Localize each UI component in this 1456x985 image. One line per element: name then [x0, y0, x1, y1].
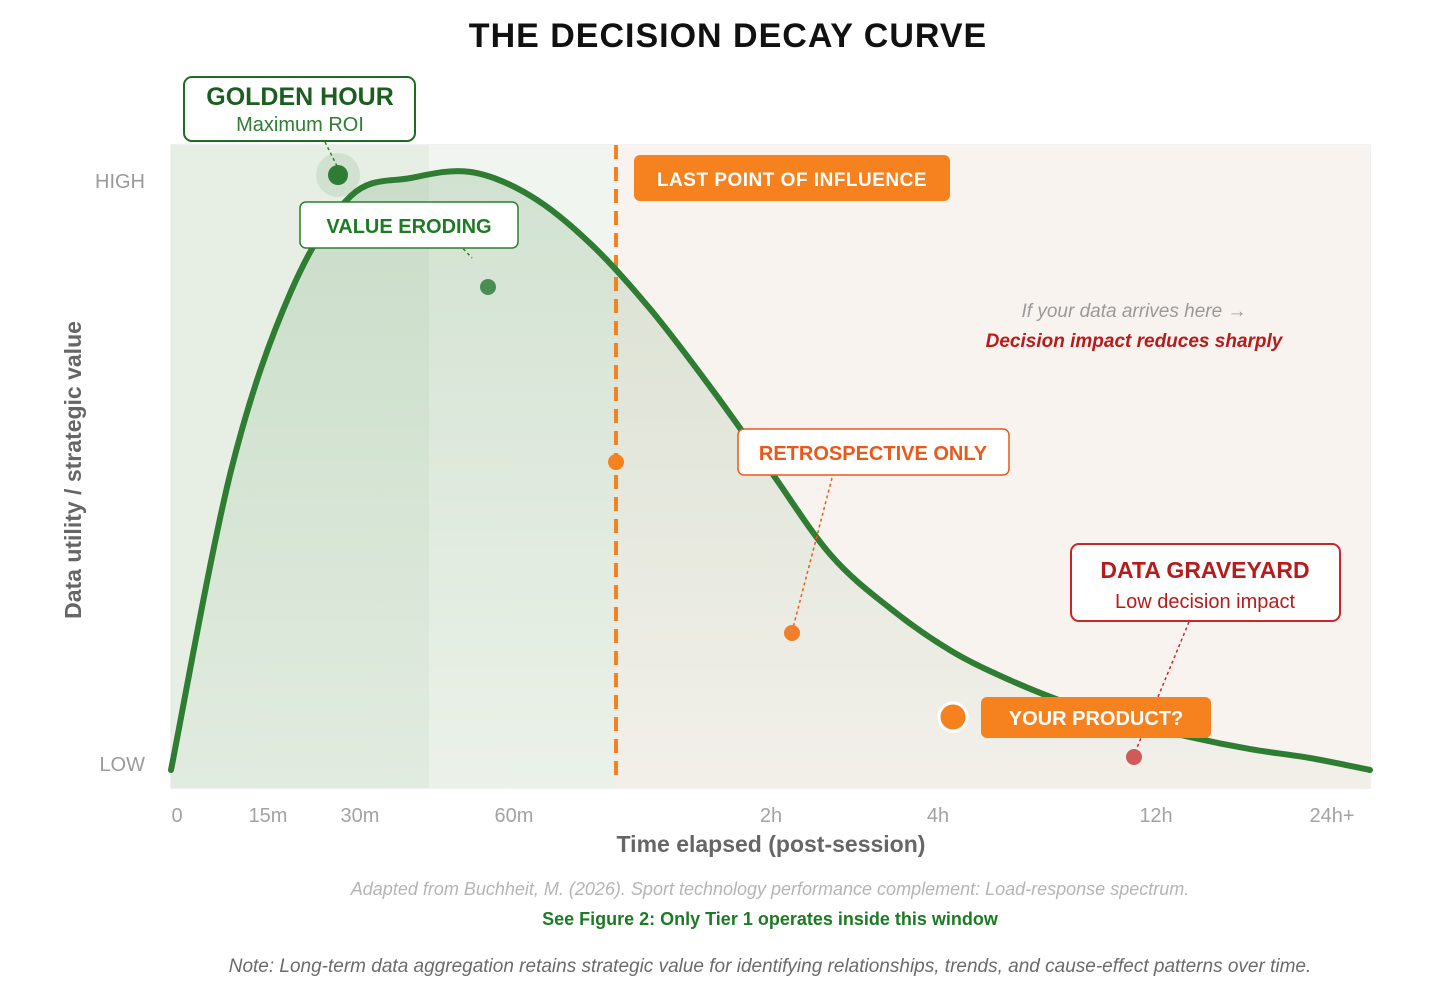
retrospective-box: [737, 428, 1010, 476]
graveyard-annotation: DATA GRAVEYARD Low decision impact: [1070, 543, 1341, 765]
value-eroding-box: [299, 201, 519, 249]
graveyard-point: [1126, 749, 1142, 765]
graveyard-box: [1070, 543, 1341, 622]
x-tick-0: 0: [171, 805, 182, 827]
graveyard-subtitle: Low decision impact: [1115, 591, 1296, 613]
x-axis-ticks: 0 15m 30m 60m 2h 4h 12h 24h+: [171, 805, 1354, 827]
last-point-label: LAST POINT OF INFLUENCE: [657, 170, 927, 191]
retrospective-label: RETROSPECTIVE ONLY: [759, 443, 988, 465]
last-point-annotation: LAST POINT OF INFLUENCE: [608, 155, 950, 470]
last-point-box: [634, 155, 950, 201]
value-eroding-label: VALUE ERODING: [326, 216, 491, 238]
x-tick-15m: 15m: [249, 805, 288, 827]
late-note-line1: If your data arrives here →: [1022, 301, 1247, 322]
x-tick-4h: 4h: [927, 805, 949, 827]
value-eroding-leader: [454, 239, 473, 259]
golden-hour-box: [183, 76, 416, 142]
caption-figure-ref: See Figure 2: Only Tier 1 operates insid…: [542, 909, 999, 929]
x-tick-24h: 24h+: [1309, 805, 1354, 827]
your-product-label: YOUR PRODUCT?: [1009, 708, 1183, 730]
your-product-box: [981, 697, 1211, 738]
x-axis-label: Time elapsed (post-session): [617, 831, 926, 857]
x-tick-30m: 30m: [341, 805, 380, 827]
golden-hour-title: GOLDEN HOUR: [206, 83, 394, 111]
your-product-point: [937, 701, 969, 733]
your-product-annotation: YOUR PRODUCT?: [937, 697, 1211, 738]
chart-title: THE DECISION DECAY CURVE: [469, 17, 987, 55]
caption-note: Note: Long-term data aggregation retains…: [229, 956, 1312, 977]
x-tick-60m: 60m: [495, 805, 534, 827]
golden-hour-subtitle: Maximum ROI: [236, 114, 364, 136]
retrospective-point: [784, 625, 800, 641]
retrospective-leader: [792, 477, 833, 629]
caption-source: Adapted from Buchheit, M. (2026). Sport …: [350, 879, 1189, 899]
golden-hour-annotation: GOLDEN HOUR Maximum ROI: [183, 76, 416, 197]
curve-area: [171, 171, 1370, 788]
golden-hour-point: [328, 165, 348, 185]
graveyard-title: DATA GRAVEYARD: [1100, 557, 1309, 583]
last-point-marker: [608, 454, 624, 470]
late-note-line2: Decision impact reduces sharply: [986, 331, 1284, 352]
x-tick-2h: 2h: [760, 805, 782, 827]
value-eroding-point: [480, 279, 496, 295]
x-tick-12h: 12h: [1139, 805, 1172, 827]
retrospective-annotation: RETROSPECTIVE ONLY: [737, 428, 1010, 641]
y-axis-label: Data utility / strategic value: [60, 321, 86, 619]
value-eroding-annotation: VALUE ERODING: [299, 201, 519, 295]
y-tick-low: LOW: [99, 754, 145, 776]
golden-hour-leader: [324, 141, 339, 169]
y-tick-high: HIGH: [95, 171, 145, 193]
